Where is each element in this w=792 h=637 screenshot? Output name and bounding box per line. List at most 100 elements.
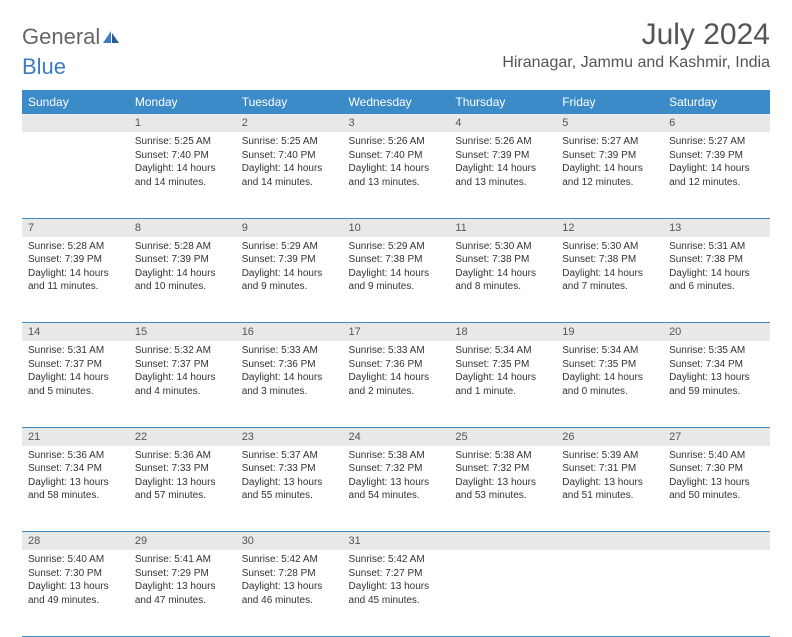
day-number: 7 <box>22 219 129 237</box>
day-number-cell: 20 <box>663 323 770 342</box>
day-data-cell: Sunrise: 5:36 AMSunset: 7:34 PMDaylight:… <box>22 446 129 532</box>
day-number-empty <box>663 532 770 550</box>
day-data: Sunrise: 5:35 AMSunset: 7:34 PMDaylight:… <box>663 341 770 404</box>
day-number-cell <box>449 532 556 551</box>
day-number: 31 <box>343 532 450 550</box>
day-number-cell: 10 <box>343 218 450 237</box>
day-number-cell: 27 <box>663 427 770 446</box>
day-data-cell: Sunrise: 5:27 AMSunset: 7:39 PMDaylight:… <box>663 132 770 218</box>
day-number-cell: 21 <box>22 427 129 446</box>
logo-text-general: General <box>22 24 100 50</box>
weekday-header: Sunday <box>22 90 129 114</box>
day-data: Sunrise: 5:33 AMSunset: 7:36 PMDaylight:… <box>343 341 450 404</box>
day-data: Sunrise: 5:40 AMSunset: 7:30 PMDaylight:… <box>663 446 770 509</box>
week-data-row: Sunrise: 5:28 AMSunset: 7:39 PMDaylight:… <box>22 237 770 323</box>
day-number-cell: 8 <box>129 218 236 237</box>
day-data-cell: Sunrise: 5:34 AMSunset: 7:35 PMDaylight:… <box>556 341 663 427</box>
day-data: Sunrise: 5:42 AMSunset: 7:27 PMDaylight:… <box>343 550 450 613</box>
day-data-cell: Sunrise: 5:26 AMSunset: 7:39 PMDaylight:… <box>449 132 556 218</box>
day-number-cell: 28 <box>22 532 129 551</box>
day-data-cell: Sunrise: 5:30 AMSunset: 7:38 PMDaylight:… <box>556 237 663 323</box>
month-title: July 2024 <box>502 18 770 52</box>
day-data-cell: Sunrise: 5:38 AMSunset: 7:32 PMDaylight:… <box>449 446 556 532</box>
day-data: Sunrise: 5:36 AMSunset: 7:34 PMDaylight:… <box>22 446 129 509</box>
day-data-cell: Sunrise: 5:32 AMSunset: 7:37 PMDaylight:… <box>129 341 236 427</box>
day-data-cell: Sunrise: 5:26 AMSunset: 7:40 PMDaylight:… <box>343 132 450 218</box>
day-number: 22 <box>129 428 236 446</box>
day-data: Sunrise: 5:36 AMSunset: 7:33 PMDaylight:… <box>129 446 236 509</box>
day-number-cell <box>663 532 770 551</box>
day-number-cell: 25 <box>449 427 556 446</box>
day-data: Sunrise: 5:42 AMSunset: 7:28 PMDaylight:… <box>236 550 343 613</box>
day-data: Sunrise: 5:26 AMSunset: 7:40 PMDaylight:… <box>343 132 450 195</box>
day-data-cell: Sunrise: 5:35 AMSunset: 7:34 PMDaylight:… <box>663 341 770 427</box>
day-data: Sunrise: 5:33 AMSunset: 7:36 PMDaylight:… <box>236 341 343 404</box>
day-data-cell <box>449 550 556 636</box>
day-number-cell: 3 <box>343 114 450 132</box>
day-data-cell: Sunrise: 5:33 AMSunset: 7:36 PMDaylight:… <box>236 341 343 427</box>
day-data: Sunrise: 5:38 AMSunset: 7:32 PMDaylight:… <box>449 446 556 509</box>
week-daynum-row: 78910111213 <box>22 218 770 237</box>
day-number: 17 <box>343 323 450 341</box>
logo: General <box>22 24 122 50</box>
week-data-row: Sunrise: 5:31 AMSunset: 7:37 PMDaylight:… <box>22 341 770 427</box>
day-number-cell: 7 <box>22 218 129 237</box>
day-data: Sunrise: 5:37 AMSunset: 7:33 PMDaylight:… <box>236 446 343 509</box>
day-number-cell: 5 <box>556 114 663 132</box>
day-number: 9 <box>236 219 343 237</box>
day-number: 27 <box>663 428 770 446</box>
weekday-header: Monday <box>129 90 236 114</box>
header-right: July 2024 Hiranagar, Jammu and Kashmir, … <box>502 18 770 78</box>
day-number: 6 <box>663 114 770 132</box>
day-data: Sunrise: 5:25 AMSunset: 7:40 PMDaylight:… <box>236 132 343 195</box>
day-number-cell: 22 <box>129 427 236 446</box>
day-number: 5 <box>556 114 663 132</box>
weekday-header: Tuesday <box>236 90 343 114</box>
day-data-cell: Sunrise: 5:28 AMSunset: 7:39 PMDaylight:… <box>129 237 236 323</box>
day-data-cell: Sunrise: 5:31 AMSunset: 7:38 PMDaylight:… <box>663 237 770 323</box>
day-number-cell: 19 <box>556 323 663 342</box>
day-number: 25 <box>449 428 556 446</box>
day-number-cell: 23 <box>236 427 343 446</box>
day-number: 16 <box>236 323 343 341</box>
day-data: Sunrise: 5:31 AMSunset: 7:37 PMDaylight:… <box>22 341 129 404</box>
logo-text-blue: Blue <box>22 54 66 80</box>
day-number-cell: 14 <box>22 323 129 342</box>
day-number-empty <box>22 114 129 132</box>
day-number-cell: 1 <box>129 114 236 132</box>
day-number-cell: 15 <box>129 323 236 342</box>
day-number-cell: 4 <box>449 114 556 132</box>
day-number-cell: 9 <box>236 218 343 237</box>
day-data: Sunrise: 5:34 AMSunset: 7:35 PMDaylight:… <box>449 341 556 404</box>
day-data: Sunrise: 5:40 AMSunset: 7:30 PMDaylight:… <box>22 550 129 613</box>
day-number: 23 <box>236 428 343 446</box>
day-number: 29 <box>129 532 236 550</box>
weekday-header: Saturday <box>663 90 770 114</box>
day-number: 20 <box>663 323 770 341</box>
weekday-header: Wednesday <box>343 90 450 114</box>
day-number: 28 <box>22 532 129 550</box>
day-data-cell: Sunrise: 5:34 AMSunset: 7:35 PMDaylight:… <box>449 341 556 427</box>
day-number-cell: 2 <box>236 114 343 132</box>
day-data-cell: Sunrise: 5:42 AMSunset: 7:27 PMDaylight:… <box>343 550 450 636</box>
day-number: 2 <box>236 114 343 132</box>
day-number-cell: 24 <box>343 427 450 446</box>
day-data: Sunrise: 5:32 AMSunset: 7:37 PMDaylight:… <box>129 341 236 404</box>
day-data: Sunrise: 5:41 AMSunset: 7:29 PMDaylight:… <box>129 550 236 613</box>
day-data-cell: Sunrise: 5:29 AMSunset: 7:38 PMDaylight:… <box>343 237 450 323</box>
day-number: 24 <box>343 428 450 446</box>
day-data-cell <box>556 550 663 636</box>
day-number-empty <box>556 532 663 550</box>
day-data: Sunrise: 5:34 AMSunset: 7:35 PMDaylight:… <box>556 341 663 404</box>
day-data-cell: Sunrise: 5:38 AMSunset: 7:32 PMDaylight:… <box>343 446 450 532</box>
day-number: 12 <box>556 219 663 237</box>
day-number-cell: 12 <box>556 218 663 237</box>
day-number-cell: 17 <box>343 323 450 342</box>
day-number-cell: 31 <box>343 532 450 551</box>
day-number-empty <box>449 532 556 550</box>
day-number-cell: 11 <box>449 218 556 237</box>
day-number-cell <box>22 114 129 132</box>
weekday-header-row: SundayMondayTuesdayWednesdayThursdayFrid… <box>22 90 770 114</box>
day-data: Sunrise: 5:39 AMSunset: 7:31 PMDaylight:… <box>556 446 663 509</box>
day-number-cell: 18 <box>449 323 556 342</box>
